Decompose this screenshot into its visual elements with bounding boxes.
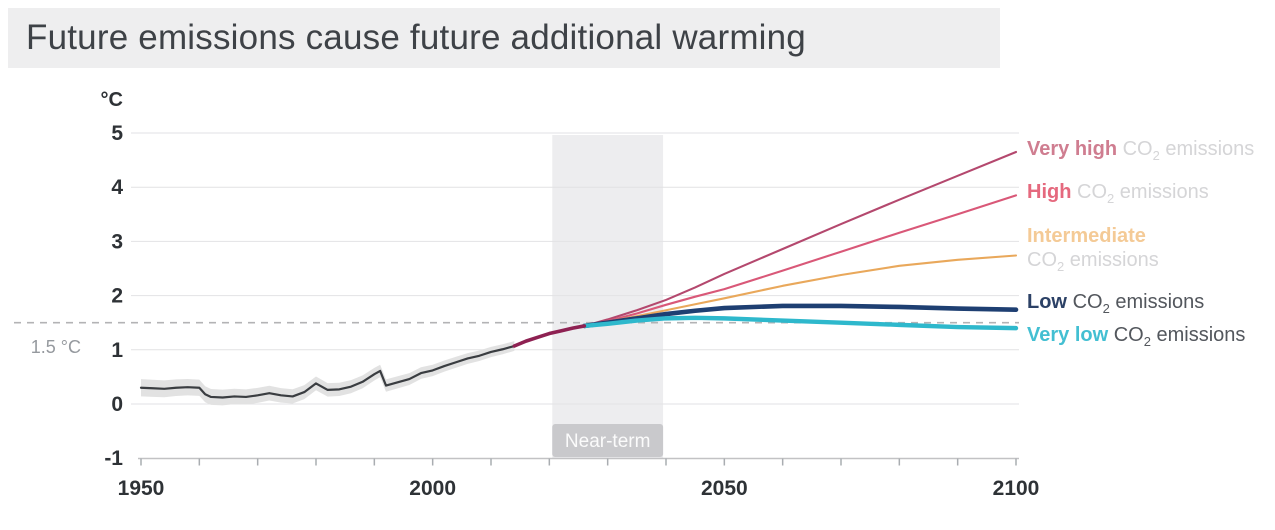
near-term-label-box — [552, 424, 664, 457]
series-line-observed — [139, 344, 516, 399]
x-tick-label-2100: 2100 — [993, 477, 1040, 500]
y-tick-label--1: -1 — [104, 447, 123, 470]
y-tick-label-2: 2 — [111, 285, 123, 308]
threshold-1-5c-label: 1.5 °C — [31, 337, 81, 357]
y-axis-unit-label: °C — [101, 89, 123, 111]
near-term-band — [552, 135, 664, 459]
chart-title-bar: Future emissions cause future additional… — [8, 8, 1000, 68]
series-line-high — [583, 194, 1018, 328]
y-tick-label-3: 3 — [111, 230, 123, 253]
series-line-very-low — [582, 315, 1019, 331]
series-line-very-high — [583, 150, 1018, 328]
x-tick-label-2050: 2050 — [701, 477, 748, 500]
observed-uncertainty-band — [141, 341, 515, 406]
near-term-label: Near-term — [565, 431, 651, 452]
x-tick-label-1950: 1950 — [118, 477, 165, 500]
y-tick-label-4: 4 — [111, 176, 123, 199]
y-tick-label-1: 1 — [111, 339, 123, 362]
x-tick-label-2000: 2000 — [409, 477, 456, 500]
series-line-current — [512, 324, 587, 348]
y-tick-label-0: 0 — [111, 393, 123, 416]
y-tick-label-5: 5 — [111, 122, 123, 145]
page-title: Future emissions cause future additional… — [26, 18, 806, 57]
